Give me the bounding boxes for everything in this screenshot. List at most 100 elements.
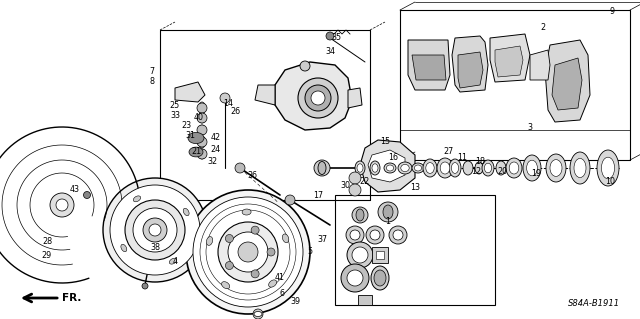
Bar <box>358 295 372 305</box>
Circle shape <box>143 218 167 242</box>
Circle shape <box>349 184 361 196</box>
Ellipse shape <box>412 163 424 173</box>
Circle shape <box>56 199 68 211</box>
Circle shape <box>197 125 207 135</box>
Text: 17: 17 <box>313 190 323 199</box>
Text: 10: 10 <box>605 177 615 187</box>
Text: 40: 40 <box>194 114 204 122</box>
Text: 12: 12 <box>471 167 481 176</box>
Circle shape <box>378 202 398 222</box>
Circle shape <box>366 226 384 244</box>
Ellipse shape <box>597 150 619 186</box>
Polygon shape <box>552 58 582 110</box>
Circle shape <box>238 242 258 262</box>
Ellipse shape <box>371 266 389 290</box>
Text: 33: 33 <box>170 112 180 121</box>
Polygon shape <box>275 62 352 130</box>
Text: 38: 38 <box>150 243 160 253</box>
Polygon shape <box>495 46 523 77</box>
Circle shape <box>103 178 207 282</box>
Circle shape <box>197 137 207 147</box>
Ellipse shape <box>198 102 205 114</box>
Text: 32: 32 <box>207 158 217 167</box>
Polygon shape <box>530 50 550 80</box>
Circle shape <box>251 270 259 278</box>
Ellipse shape <box>484 163 492 173</box>
Polygon shape <box>452 36 488 92</box>
Text: 4: 4 <box>173 257 177 266</box>
Ellipse shape <box>423 159 437 177</box>
Circle shape <box>218 222 278 282</box>
Ellipse shape <box>183 208 189 216</box>
Text: 37: 37 <box>317 235 327 244</box>
Ellipse shape <box>384 163 396 173</box>
Circle shape <box>197 103 207 113</box>
Ellipse shape <box>372 164 378 172</box>
Bar <box>376 251 384 259</box>
Ellipse shape <box>449 159 461 177</box>
Text: 3: 3 <box>527 123 532 132</box>
Ellipse shape <box>496 161 506 175</box>
Text: 9: 9 <box>609 8 614 17</box>
Text: 25: 25 <box>170 101 180 110</box>
Circle shape <box>110 185 200 275</box>
Ellipse shape <box>509 162 519 174</box>
Ellipse shape <box>242 209 251 215</box>
Circle shape <box>186 190 310 314</box>
Text: 28: 28 <box>42 238 52 247</box>
Text: 29: 29 <box>42 250 52 259</box>
Ellipse shape <box>374 270 386 286</box>
Polygon shape <box>545 40 590 122</box>
Ellipse shape <box>198 136 205 148</box>
Ellipse shape <box>269 280 276 287</box>
Circle shape <box>314 160 330 176</box>
Ellipse shape <box>198 149 205 159</box>
Ellipse shape <box>415 165 422 171</box>
Ellipse shape <box>387 165 394 171</box>
Circle shape <box>228 232 268 272</box>
Circle shape <box>50 193 74 217</box>
Text: 42: 42 <box>211 133 221 143</box>
Ellipse shape <box>188 132 204 144</box>
Ellipse shape <box>170 258 177 264</box>
Polygon shape <box>412 55 446 80</box>
Ellipse shape <box>189 147 203 157</box>
Text: 21: 21 <box>191 147 201 157</box>
Polygon shape <box>408 40 450 90</box>
Text: 35: 35 <box>331 33 341 42</box>
Ellipse shape <box>506 158 522 178</box>
Text: 22: 22 <box>360 177 370 187</box>
Text: 26: 26 <box>230 108 240 116</box>
Ellipse shape <box>463 161 473 175</box>
Circle shape <box>197 149 207 159</box>
Ellipse shape <box>254 311 262 316</box>
Text: 6: 6 <box>280 288 285 298</box>
Text: 11: 11 <box>457 153 467 162</box>
Circle shape <box>235 163 245 173</box>
Ellipse shape <box>383 205 393 219</box>
Circle shape <box>197 113 207 123</box>
Polygon shape <box>360 140 415 192</box>
Ellipse shape <box>401 164 409 172</box>
Bar <box>335 195 495 305</box>
Text: 14: 14 <box>223 100 233 108</box>
Circle shape <box>346 226 364 244</box>
Circle shape <box>347 242 373 268</box>
Text: 15: 15 <box>380 137 390 146</box>
Circle shape <box>352 207 368 223</box>
Ellipse shape <box>602 157 614 179</box>
Circle shape <box>305 85 331 111</box>
Ellipse shape <box>437 158 453 178</box>
Circle shape <box>225 234 234 242</box>
Circle shape <box>326 32 334 40</box>
Text: 36: 36 <box>247 170 257 180</box>
Circle shape <box>267 248 275 256</box>
Circle shape <box>220 93 230 103</box>
Polygon shape <box>490 34 530 82</box>
Text: 41: 41 <box>275 273 285 283</box>
Circle shape <box>352 247 368 263</box>
Circle shape <box>200 204 296 300</box>
Text: 2: 2 <box>540 24 545 33</box>
Text: 19: 19 <box>531 169 541 179</box>
Circle shape <box>83 191 90 198</box>
